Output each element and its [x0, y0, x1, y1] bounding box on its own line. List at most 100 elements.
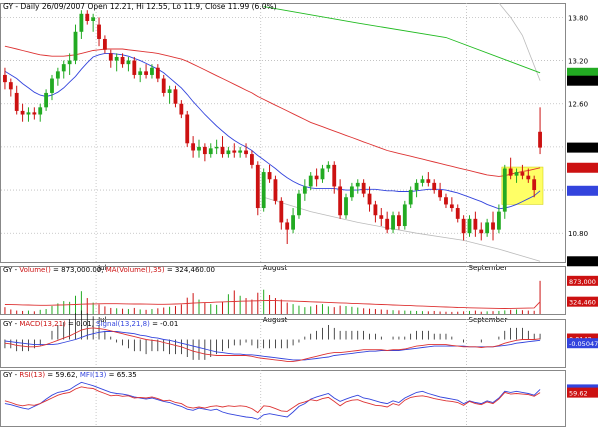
- candle-body: [138, 71, 143, 75]
- ma-long-line: [4, 45, 541, 177]
- candle-body: [279, 200, 284, 223]
- candle-body: [532, 179, 537, 191]
- price-panel: 13.8013.2012.6012.0011.4010.80JulAugustS…: [0, 2, 598, 272]
- candle-body: [326, 164, 331, 169]
- candle-body: [202, 146, 207, 155]
- candle-body: [332, 164, 337, 187]
- rsi-line: [4, 386, 541, 414]
- mfi-line: [4, 381, 541, 420]
- mfi-series-name: MFI(13): [80, 371, 107, 379]
- mfi-series-value: = 65.35: [106, 371, 136, 379]
- candle-body: [44, 92, 49, 108]
- price-value-tag: [567, 185, 598, 196]
- volume-series-value: = 873,000.00,: [51, 266, 106, 274]
- candle-body: [97, 24, 101, 39]
- candle-body: [261, 172, 266, 209]
- signal-line: [4, 331, 541, 361]
- candle-body: [79, 13, 84, 32]
- price-y-tick-label: 12.60: [568, 101, 588, 109]
- candle-body: [61, 64, 66, 72]
- candle-body: [373, 204, 378, 216]
- macd-panel-frame: [0, 319, 566, 368]
- candle-body: [420, 179, 425, 183]
- candle-body: [538, 131, 542, 148]
- volume-value-tag: [567, 296, 598, 307]
- volume-panel-frame: [0, 266, 566, 315]
- candle-body: [297, 193, 301, 216]
- candle-body: [126, 60, 131, 65]
- volume-ma-series-name: MA(Volume(),35): [106, 266, 165, 274]
- macd-value-tag: [567, 338, 598, 349]
- candle-body: [108, 53, 113, 61]
- candle-body: [155, 67, 160, 79]
- candle-body: [232, 150, 237, 153]
- candle-body: [361, 182, 366, 194]
- candle-body: [502, 168, 507, 212]
- price-value-tag: [567, 75, 598, 86]
- candle-body: [220, 146, 225, 155]
- candle-body: [302, 186, 307, 194]
- macd-title-prefix: GY -: [3, 320, 19, 328]
- candle-body: [314, 175, 319, 180]
- candle-body: [67, 60, 72, 65]
- candle-body: [408, 190, 413, 205]
- candle-body: [14, 92, 19, 111]
- candle-body: [285, 222, 290, 230]
- candle-body: [144, 71, 148, 75]
- candle-body: [479, 229, 484, 234]
- candle-body: [85, 13, 90, 21]
- candle-body: [238, 150, 243, 153]
- candle-body: [255, 164, 260, 209]
- candle-body: [402, 204, 407, 227]
- rsi-value-tag: [567, 387, 598, 398]
- price-value-tag: [567, 142, 598, 153]
- candle-body: [349, 186, 354, 198]
- candle-body: [520, 172, 525, 176]
- macd-line: [4, 327, 541, 362]
- price-panel-x-tick-label: August: [263, 264, 288, 272]
- lower-band-line: [263, 196, 541, 262]
- candle-body: [173, 89, 178, 104]
- rsi-value-label: 59.62: [569, 390, 588, 398]
- macd-series-name: MACD(13,21): [19, 320, 66, 328]
- candle-body: [8, 82, 13, 90]
- candle-body: [308, 175, 313, 187]
- candle-body: [526, 175, 531, 180]
- candle-body: [250, 154, 254, 165]
- candle-body: [20, 110, 25, 115]
- rsi-panel-frame: [0, 370, 566, 427]
- candle-body: [197, 146, 201, 151]
- candle-body: [50, 78, 54, 93]
- candle-body: [114, 56, 119, 61]
- candle-body: [185, 114, 190, 144]
- macd-chart-title: GY - MACD(13,21) = 0.01, Signal(13,21,8)…: [3, 320, 178, 328]
- candle-body: [273, 179, 278, 201]
- candle-body: [3, 74, 7, 83]
- candle-body: [467, 218, 472, 234]
- candle-body: [355, 182, 360, 187]
- rsi-panel: 65.35459.62: [0, 370, 598, 427]
- candle-body: [338, 186, 343, 216]
- candle-body: [55, 71, 60, 79]
- volume-ma-line: [4, 300, 541, 309]
- candle-body: [208, 148, 213, 155]
- candle-body: [161, 78, 166, 93]
- candle-body: [150, 67, 154, 75]
- candle-body: [244, 150, 248, 155]
- candle-body: [320, 168, 325, 180]
- candle-body: [391, 215, 395, 230]
- candle-body: [491, 222, 495, 230]
- candle-body: [191, 143, 196, 151]
- volume-title-prefix: GY -: [3, 266, 19, 274]
- candle-body: [438, 190, 443, 198]
- candle-body: [367, 193, 372, 205]
- price-y-tick-label: 13.80: [568, 14, 588, 22]
- candle-body: [496, 211, 501, 230]
- candle-body: [102, 38, 107, 50]
- candle-body: [473, 218, 478, 230]
- macd-series-value: = 0.01,: [66, 320, 96, 328]
- candle-body: [179, 103, 184, 115]
- candle-body: [214, 146, 219, 149]
- volume-series-name: Volume(): [19, 266, 51, 274]
